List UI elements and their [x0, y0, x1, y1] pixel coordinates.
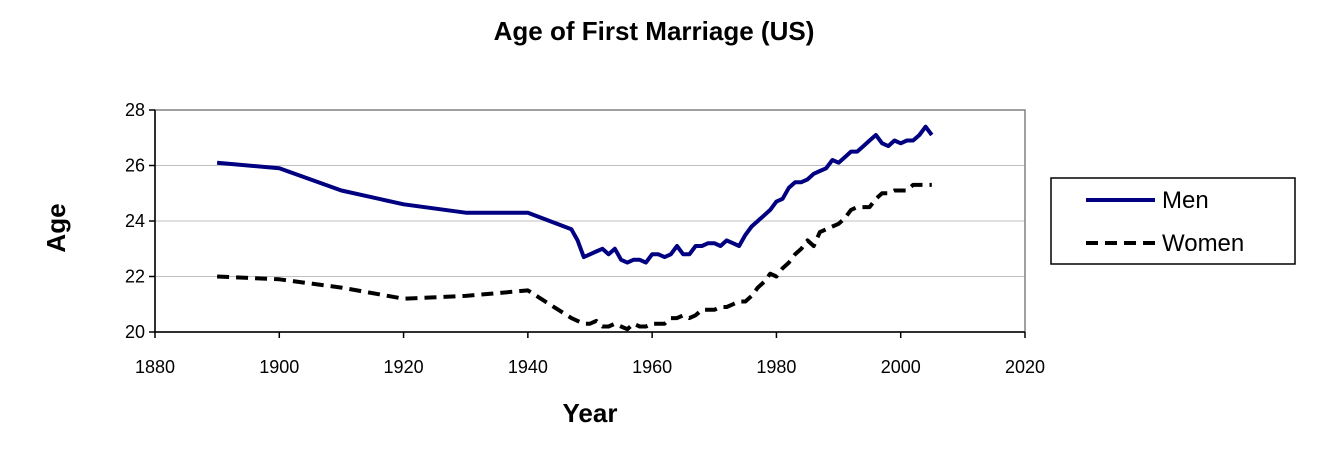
chart-title: Age of First Marriage (US): [494, 16, 815, 46]
x-tick-label-1940: 1940: [508, 357, 548, 377]
x-tick-label-1920: 1920: [384, 357, 424, 377]
y-tick-label-22: 22: [125, 267, 145, 287]
x-tick-label-1900: 1900: [259, 357, 299, 377]
y-axis-title: Age: [41, 203, 71, 252]
y-tick-label-24: 24: [125, 211, 145, 231]
x-tick-label-2020: 2020: [1005, 357, 1045, 377]
x-tick-label-1960: 1960: [632, 357, 672, 377]
x-tick-label-2000: 2000: [881, 357, 921, 377]
legend-women-label: Women: [1162, 230, 1244, 257]
y-tick-label-26: 26: [125, 156, 145, 176]
y-tick-label-28: 28: [125, 100, 145, 120]
x-tick-label-1980: 1980: [756, 357, 796, 377]
legend-box: [1050, 177, 1296, 265]
legend: Men Women: [1050, 177, 1296, 265]
series-line-men: [216, 124, 934, 265]
series-line-women: [217, 182, 932, 332]
x-axis-title: Year: [563, 398, 618, 428]
x-tick-label-1880: 1880: [135, 357, 175, 377]
plot-area: 20 22 24 26 28 1880 1900 1920 1940 1960 1980 2000 20…: [125, 100, 1045, 377]
legend-men-label: Men: [1162, 187, 1209, 214]
y-tick-label-20: 20: [125, 322, 145, 342]
